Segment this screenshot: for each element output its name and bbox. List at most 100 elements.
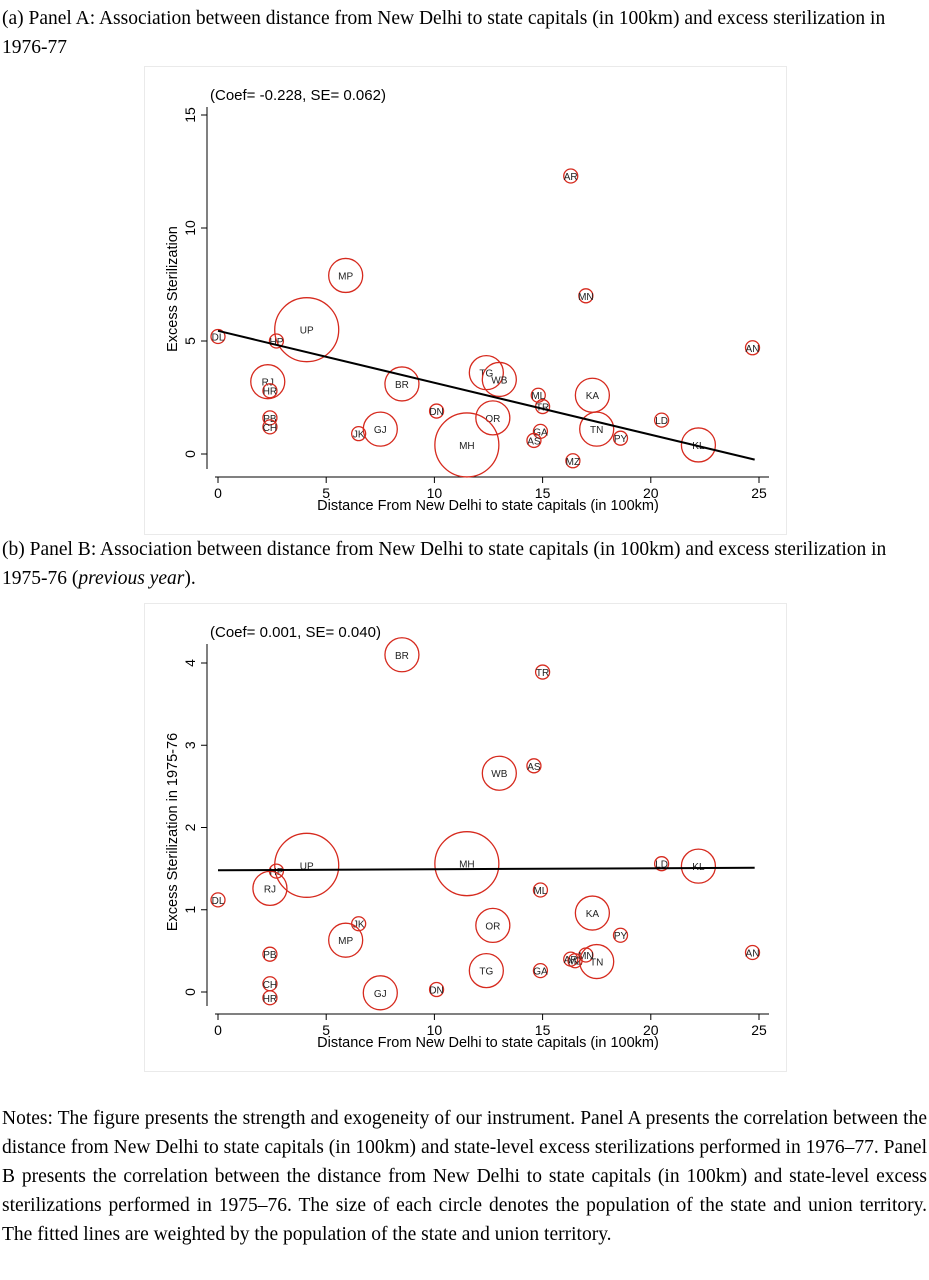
- state-label: KA: [586, 391, 600, 402]
- panel-a-caption: (a) Panel A: Association between distanc…: [2, 8, 886, 58]
- state-circle: [526, 758, 542, 774]
- state-point-or: OR: [475, 400, 511, 436]
- state-label: UP: [300, 861, 314, 872]
- state-point-gj: GJ: [362, 411, 398, 447]
- state-label: DL: [212, 896, 225, 907]
- state-circle: [565, 453, 581, 469]
- x-tick-label: 20: [643, 485, 659, 501]
- state-circle: [532, 962, 549, 979]
- state-circle: [252, 870, 288, 907]
- state-point-ga: GA: [532, 962, 549, 979]
- state-point-wb: WB: [481, 361, 517, 398]
- state-label: MZ: [568, 957, 582, 968]
- state-label: MZ: [566, 457, 580, 468]
- panel-a-chart: 0 5 10 15 0 5 10 15 20 25 Distance From New Delhi …: [144, 66, 787, 535]
- state-circle: [481, 755, 517, 791]
- state-circle: [475, 400, 511, 436]
- state-point-hr: HR: [262, 990, 278, 1006]
- state-circle: [428, 403, 445, 419]
- y-tick-label: 0: [182, 450, 198, 458]
- state-label: DN: [429, 407, 443, 418]
- coefficient-annotation: (Coef= 0.001, SE= 0.040): [210, 624, 381, 641]
- y-tick-label: 0: [182, 988, 198, 996]
- state-circle: [210, 328, 226, 345]
- state-circle: [468, 952, 504, 989]
- state-point-an: AN: [744, 340, 761, 356]
- panel-b-caption-italic: previous year: [78, 568, 185, 589]
- state-circle: [744, 340, 761, 356]
- state-label: AN: [746, 344, 760, 355]
- state-label: BR: [395, 651, 409, 662]
- panel-b-svg: 0 1 2 3 4 0 5 10 15 20 25 Distance From New Delhi t…: [165, 624, 769, 1051]
- state-label: CH: [263, 423, 277, 434]
- state-point-tn: TN: [579, 943, 615, 980]
- state-circle: [328, 257, 364, 294]
- state-point-ch: CH: [262, 419, 278, 435]
- state-circle: [475, 907, 511, 944]
- state-point-mh: MH: [434, 412, 500, 478]
- state-label: GA: [533, 967, 548, 978]
- state-point-hp: HP: [268, 333, 285, 349]
- state-label: ML: [533, 886, 547, 897]
- state-label: HR: [263, 387, 277, 398]
- state-label: TG: [479, 369, 493, 380]
- panel-b-caption-main: (b) Panel B: Association between distanc…: [2, 539, 887, 589]
- y-tick-label: 2: [182, 823, 198, 831]
- state-label: TR: [536, 668, 549, 679]
- state-circle: [680, 427, 717, 463]
- state-point-as: AS: [526, 432, 542, 449]
- y-tick-label: 1: [182, 906, 198, 914]
- state-point-pb: PB: [262, 946, 278, 962]
- fitted-line: [217, 866, 755, 872]
- state-label: BR: [395, 380, 409, 391]
- state-point-tr: TR: [534, 664, 551, 680]
- state-point-ka: KA: [574, 895, 611, 931]
- state-point-ar: AR: [563, 168, 579, 184]
- y-axis-title: Excess Sterilization in 1975-76: [165, 733, 181, 931]
- state-circle: [262, 419, 278, 435]
- state-point-gj: GJ: [362, 975, 398, 1011]
- state-circle: [268, 333, 285, 349]
- state-point-tg: TG: [468, 952, 504, 989]
- panel-b-caption-end: ).: [184, 568, 196, 589]
- state-label: HP: [269, 337, 283, 348]
- state-point-py: PY: [612, 927, 629, 943]
- state-label: RJ: [262, 378, 274, 389]
- state-label: PB: [263, 950, 277, 961]
- state-label: PY: [614, 931, 628, 942]
- state-label: ML: [531, 391, 545, 402]
- state-point-ld: LD: [653, 856, 670, 872]
- x-tick-label: 10: [427, 485, 443, 501]
- state-label: GJ: [374, 425, 387, 436]
- panel-b-chart: 0 1 2 3 4 0 5 10 15 20 25 Distance From New Delhi t…: [144, 603, 787, 1072]
- state-label: AR: [564, 172, 578, 183]
- state-label: TG: [479, 967, 493, 978]
- state-circle: [384, 637, 420, 673]
- state-circle: [328, 922, 364, 958]
- state-point-ml: ML: [532, 882, 549, 898]
- state-circle: [351, 426, 367, 442]
- state-circle: [262, 410, 278, 426]
- state-label: WB: [491, 375, 507, 386]
- state-circle: [530, 387, 546, 403]
- state-point-dn: DN: [428, 403, 445, 419]
- state-circle: [574, 895, 611, 931]
- state-circle: [579, 411, 615, 447]
- state-point-dl: DL: [210, 892, 226, 908]
- state-circle: [534, 664, 551, 680]
- state-point-or: OR: [475, 907, 511, 944]
- state-label: MP: [338, 271, 353, 282]
- x-tick-label: 5: [322, 485, 330, 501]
- state-circle: [362, 411, 398, 447]
- state-circle: [653, 412, 670, 428]
- x-tick-label: 15: [535, 1022, 551, 1038]
- state-label: PY: [614, 434, 628, 445]
- state-circle: [210, 892, 226, 908]
- state-circle: [262, 946, 278, 962]
- y-tick-label: 15: [182, 107, 198, 123]
- y-tick-label: 3: [182, 741, 198, 749]
- state-label: JK: [353, 920, 365, 931]
- state-label: RJ: [264, 884, 276, 895]
- state-circle: [262, 383, 278, 399]
- state-label: LD: [655, 416, 668, 427]
